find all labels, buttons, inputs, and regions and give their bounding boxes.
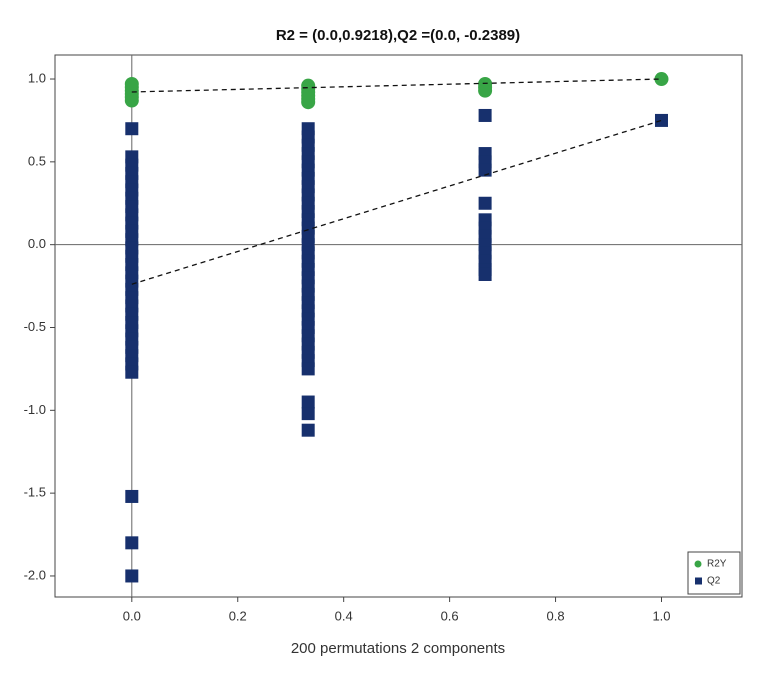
y-tick-label: -1.0 bbox=[24, 402, 46, 417]
r2y-point bbox=[124, 93, 139, 108]
y-tick-label: -0.5 bbox=[24, 319, 46, 334]
legend-box bbox=[687, 551, 741, 595]
y-tick-label: 0.5 bbox=[28, 153, 46, 168]
q2-point bbox=[125, 569, 139, 583]
x-tick-label: 0.6 bbox=[441, 608, 459, 623]
q2-point bbox=[301, 362, 315, 376]
q2-point bbox=[478, 196, 492, 210]
trend-line bbox=[131, 119, 662, 285]
chart-title: R2 = (0.0,0.9218),Q2 =(0.0, -0.2389) bbox=[276, 27, 520, 44]
q2-point bbox=[125, 536, 139, 550]
q2-point bbox=[125, 365, 139, 379]
q2-point bbox=[125, 489, 139, 503]
y-tick-label: 1.0 bbox=[28, 70, 46, 85]
r2y-point bbox=[654, 72, 669, 87]
x-axis-label: 200 permutations 2 components bbox=[291, 640, 505, 657]
q2-point bbox=[301, 423, 315, 437]
legend-marker bbox=[695, 577, 702, 585]
q2-point bbox=[654, 113, 668, 127]
y-tick-label: 0.0 bbox=[28, 236, 46, 251]
r2y-point bbox=[478, 83, 493, 98]
x-tick-label: 0.0 bbox=[123, 608, 141, 623]
q2-point bbox=[478, 108, 492, 122]
x-tick-label: 0.8 bbox=[547, 608, 565, 623]
q2-point bbox=[301, 395, 315, 409]
x-tick-label: 0.2 bbox=[229, 608, 247, 623]
legend-label: Q2 bbox=[707, 576, 721, 587]
legend-label: R2Y bbox=[707, 559, 727, 570]
trend-line bbox=[131, 78, 662, 93]
x-tick-label: 1.0 bbox=[652, 608, 670, 623]
legend-marker bbox=[694, 560, 702, 568]
y-tick-label: -1.5 bbox=[24, 485, 46, 500]
q2-point bbox=[125, 122, 139, 136]
q2-point bbox=[301, 407, 315, 421]
r2y-point bbox=[301, 95, 316, 110]
y-tick-label: -2.0 bbox=[24, 567, 46, 582]
plot-frame bbox=[54, 54, 743, 598]
x-tick-label: 0.4 bbox=[335, 608, 353, 623]
q2-point bbox=[478, 267, 492, 281]
